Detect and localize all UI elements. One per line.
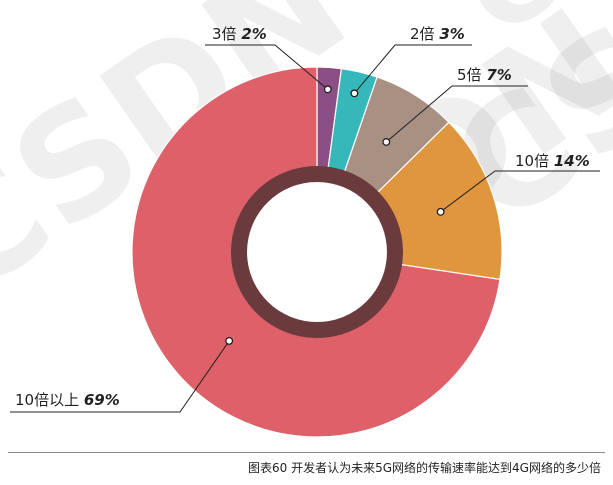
callout: 5倍 7% [382, 66, 528, 146]
leader-line [205, 44, 329, 90]
leader-line [10, 340, 230, 413]
slice-category: 5倍 [457, 66, 486, 84]
leader-line [354, 44, 472, 94]
inner-ring-group [231, 166, 403, 338]
slice-category: 10倍以上 [15, 391, 84, 409]
callout: 10倍 14% [436, 152, 600, 216]
slice-value-label: 3% [439, 25, 464, 43]
inner-ring [231, 166, 403, 338]
leader-line [385, 85, 528, 143]
slice-value-label: 69% [84, 391, 120, 409]
slice-label: 5倍 7% [457, 66, 512, 84]
slice-value-label: 7% [486, 66, 511, 84]
slice-value-label: 14% [554, 152, 590, 170]
slice-category: 3倍 [212, 25, 241, 43]
caption-divider [8, 452, 605, 453]
slice-label: 3倍 2% [212, 25, 267, 43]
figure-caption: 图表60 开发者认为未来5G网络的传输速率能达到4G网络的多少倍 [248, 461, 601, 475]
callout: 10倍以上 69% [10, 336, 234, 413]
slice-label: 10倍以上 69% [15, 391, 120, 409]
callouts-group: 3倍 2% 2倍 3% 5倍 7% 10倍 14% 10倍以上 69% [10, 25, 600, 413]
callout: 3倍 2% [205, 25, 332, 94]
callout-dot [382, 138, 391, 146]
donut-hole [247, 182, 387, 322]
slices-group [131, 66, 503, 438]
callout-dot [225, 336, 234, 345]
callout-dot [323, 85, 332, 94]
slice-label: 2倍 3% [410, 25, 465, 43]
slice-value-label: 2% [241, 25, 266, 43]
slice-category: 2倍 [410, 25, 439, 43]
slice-label: 10倍 14% [515, 152, 590, 170]
leader-line [440, 170, 600, 213]
callout: 2倍 3% [350, 25, 472, 98]
callout-dot [350, 89, 359, 98]
slice-category: 10倍 [515, 152, 554, 170]
callout-dot [436, 207, 445, 216]
